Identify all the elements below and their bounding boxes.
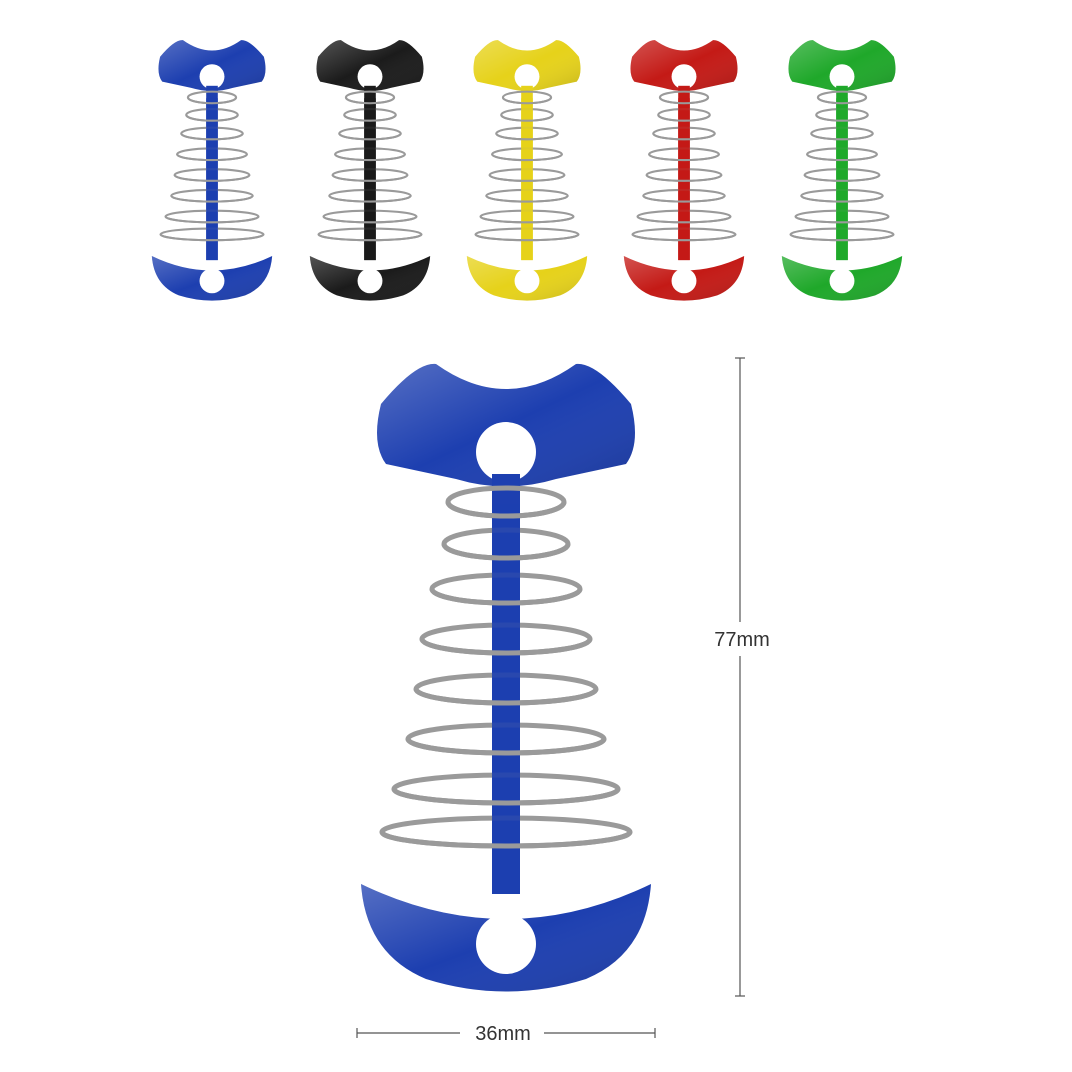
peg-bottom-hole — [357, 268, 383, 294]
width-dimension: 36mm — [356, 1023, 656, 1045]
peg-top-hole — [514, 64, 540, 90]
color-variants-row — [151, 40, 903, 301]
tent-peg-featured — [361, 363, 651, 992]
peg-bottom-hole — [476, 914, 536, 974]
tent-peg-red — [623, 40, 745, 301]
peg-top-hole — [357, 64, 383, 90]
peg-top-hole — [199, 64, 225, 90]
peg-bottom-hole — [671, 268, 697, 294]
peg-top-hole — [671, 64, 697, 90]
tent-peg-blue — [151, 40, 273, 301]
height-dimension: 77mm — [714, 357, 770, 997]
tent-peg-green — [781, 40, 903, 301]
tent-peg-black — [309, 40, 431, 301]
width-label: 36mm — [475, 1023, 531, 1045]
peg-bottom-hole — [199, 268, 225, 294]
tent-peg-yellow — [466, 40, 588, 301]
peg-top-hole — [476, 422, 536, 482]
peg-bottom-hole — [829, 268, 855, 294]
height-label: 77mm — [714, 629, 770, 651]
peg-bottom-hole — [514, 268, 540, 294]
featured-tent-peg — [361, 363, 651, 992]
peg-top-hole — [829, 64, 855, 90]
